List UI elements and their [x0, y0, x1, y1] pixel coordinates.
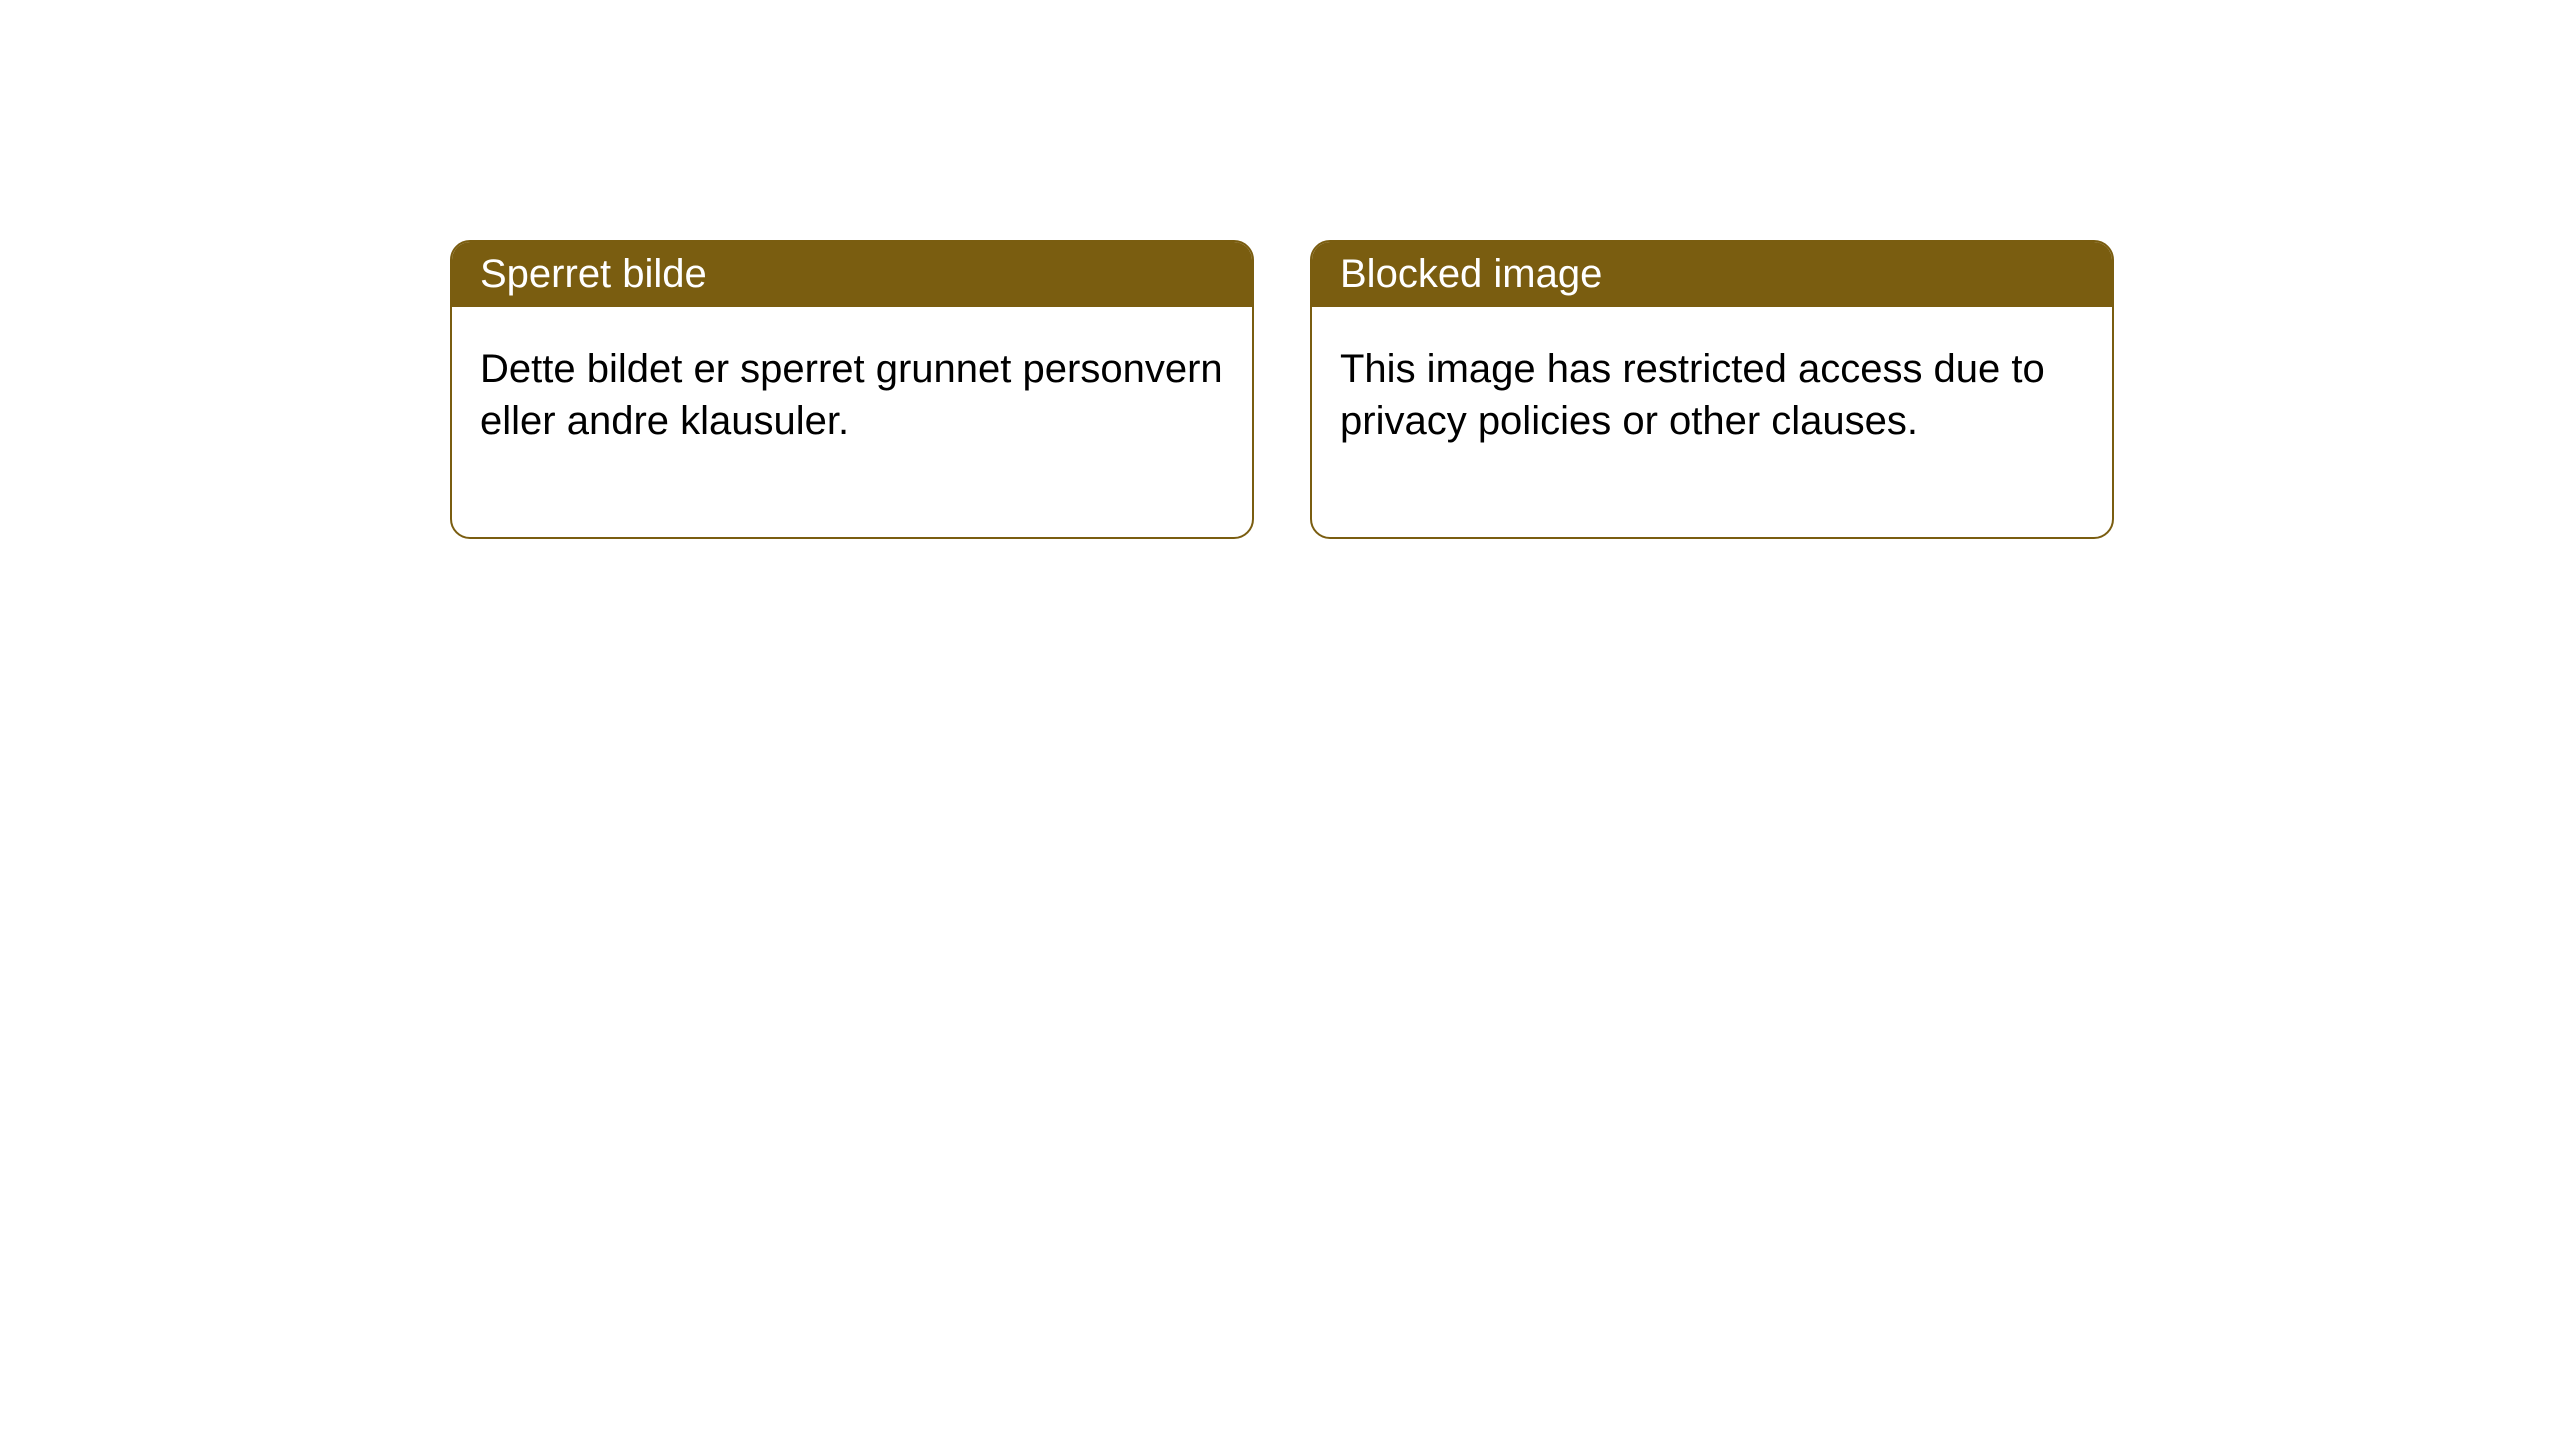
blocked-image-card-no: Sperret bilde Dette bildet er sperret gr… [450, 240, 1254, 539]
cards-container: Sperret bilde Dette bildet er sperret gr… [0, 0, 2560, 539]
card-header-en: Blocked image [1312, 242, 2112, 307]
card-title-en: Blocked image [1340, 252, 1602, 296]
card-body-text-en: This image has restricted access due to … [1340, 347, 2045, 443]
card-body-no: Dette bildet er sperret grunnet personve… [452, 307, 1252, 537]
blocked-image-card-en: Blocked image This image has restricted … [1310, 240, 2114, 539]
card-header-no: Sperret bilde [452, 242, 1252, 307]
card-body-text-no: Dette bildet er sperret grunnet personve… [480, 347, 1223, 443]
card-body-en: This image has restricted access due to … [1312, 307, 2112, 537]
card-title-no: Sperret bilde [480, 252, 707, 296]
